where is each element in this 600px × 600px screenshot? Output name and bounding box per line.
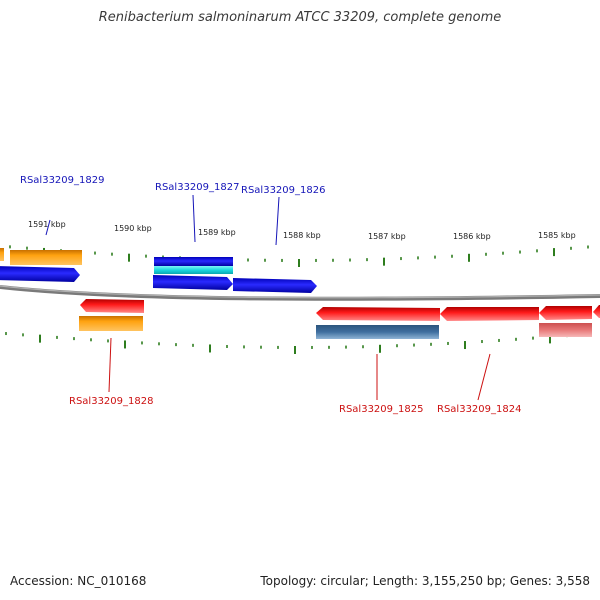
gene-feature-rsal33209-1829-orange[interactable] [10, 250, 82, 265]
gene-feature-red-right[interactable] [539, 306, 592, 320]
gene-feature-rsal33209-1826[interactable] [233, 278, 317, 293]
inner-tick-marks [5, 332, 585, 354]
accession-text: Accession: NC_010168 [10, 574, 147, 588]
reverse-strand-features [79, 299, 600, 339]
label-leader-lines [45, 194, 491, 401]
gene-feature-rsal33209-1827-cyan[interactable] [154, 266, 233, 274]
gene-feature-red-edge[interactable] [593, 305, 600, 318]
gene-feature-rsal33209-1825[interactable] [316, 307, 440, 321]
gene-feature-rsal33209-1827[interactable] [153, 275, 233, 290]
tick-label-1590: 1590 kbp [114, 224, 152, 233]
tick-label-1586: 1586 kbp [453, 232, 491, 241]
leader-line-1828 [108, 337, 112, 393]
leader-line-1829 [45, 219, 51, 236]
leader-line-1824 [477, 353, 491, 401]
map-title: Renibacterium salmoninarum ATCC 33209, c… [98, 10, 502, 25]
topology-summary-text: Topology: circular; Length: 3,155,250 bp… [260, 574, 590, 588]
gene-feature-rsal33209-1824[interactable] [440, 307, 539, 321]
gene-feature-rsal33209-1828[interactable] [80, 299, 144, 313]
forward-strand-features [0, 248, 317, 293]
leader-line-1826 [275, 196, 280, 246]
gene-label-rsal33209-1829[interactable]: RSal33209_1829 [20, 175, 104, 186]
tick-label-1585: 1585 kbp [538, 231, 576, 240]
gene-label-rsal33209-1827[interactable]: RSal33209_1827 [155, 182, 239, 193]
gene-feature-rsal33209-1828-orange[interactable] [79, 316, 143, 331]
gene-feature-rsal33209-1825-steel[interactable] [316, 325, 439, 339]
gene-feature-orange-edge[interactable] [0, 248, 4, 261]
gene-label-rsal33209-1828[interactable]: RSal33209_1828 [69, 396, 153, 407]
leader-line-1827 [192, 194, 196, 243]
position-labels: 1591 kbp 1590 kbp 1589 kbp 1588 kbp 1587… [28, 220, 576, 241]
tick-label-1591: 1591 kbp [28, 220, 66, 229]
gene-feature-rsal33209-1829[interactable] [0, 266, 80, 282]
gene-label-rsal33209-1826[interactable]: RSal33209_1826 [241, 185, 325, 196]
outer-tick-marks [9, 245, 589, 267]
gene-labels: RSal33209_1829 RSal33209_1827 RSal33209_… [20, 175, 521, 415]
gene-feature-pink[interactable] [539, 323, 592, 337]
genome-backbone [0, 285, 600, 301]
tick-label-1588: 1588 kbp [283, 231, 321, 240]
gene-feature-rsal33209-1827-top[interactable] [154, 257, 233, 266]
tick-label-1587: 1587 kbp [368, 232, 406, 241]
gene-label-rsal33209-1825[interactable]: RSal33209_1825 [339, 404, 423, 415]
tick-label-1589: 1589 kbp [198, 228, 236, 237]
gene-label-rsal33209-1824[interactable]: RSal33209_1824 [437, 404, 521, 415]
